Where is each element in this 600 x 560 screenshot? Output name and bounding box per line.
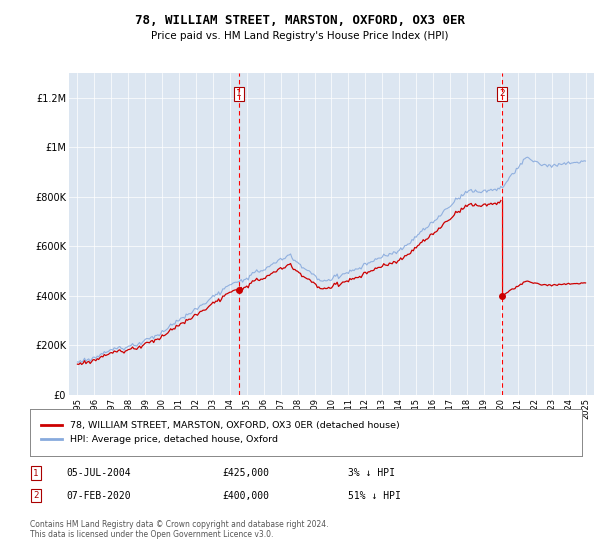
Text: 51% ↓ HPI: 51% ↓ HPI: [348, 491, 401, 501]
Text: 78, WILLIAM STREET, MARSTON, OXFORD, OX3 0ER: 78, WILLIAM STREET, MARSTON, OXFORD, OX3…: [135, 14, 465, 27]
Text: 1: 1: [236, 90, 242, 99]
Text: 2: 2: [499, 90, 505, 99]
Text: 07-FEB-2020: 07-FEB-2020: [66, 491, 131, 501]
Text: £400,000: £400,000: [222, 491, 269, 501]
Text: 2: 2: [34, 491, 38, 500]
Text: Contains HM Land Registry data © Crown copyright and database right 2024.
This d: Contains HM Land Registry data © Crown c…: [30, 520, 329, 539]
Legend: 78, WILLIAM STREET, MARSTON, OXFORD, OX3 0ER (detached house), HPI: Average pric: 78, WILLIAM STREET, MARSTON, OXFORD, OX3…: [37, 417, 403, 448]
Text: 05-JUL-2004: 05-JUL-2004: [66, 468, 131, 478]
Text: Price paid vs. HM Land Registry's House Price Index (HPI): Price paid vs. HM Land Registry's House …: [151, 31, 449, 41]
Text: 3% ↓ HPI: 3% ↓ HPI: [348, 468, 395, 478]
Text: 1: 1: [34, 469, 38, 478]
Text: £425,000: £425,000: [222, 468, 269, 478]
